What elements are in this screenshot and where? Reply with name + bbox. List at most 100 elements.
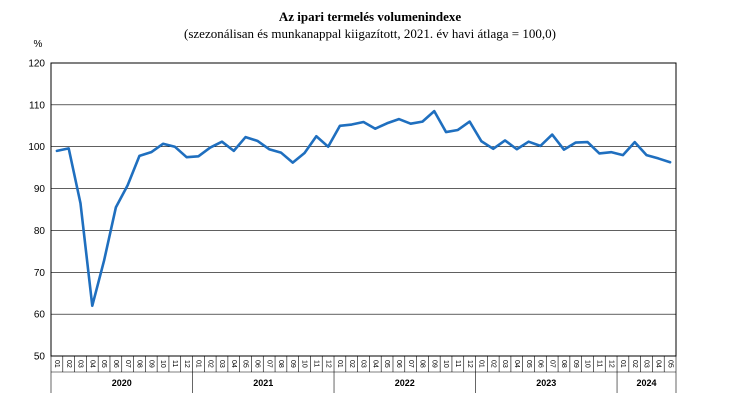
x-tick-label-month: 01 xyxy=(195,360,202,368)
plot-area-border xyxy=(50,62,677,357)
data-point xyxy=(409,122,411,124)
x-tick-label-month: 03 xyxy=(501,360,508,368)
y-tick-label-100: 100 xyxy=(28,142,45,153)
x-tick-label-month: 10 xyxy=(584,360,591,368)
x-year-label-2023: 2023 xyxy=(536,378,556,388)
data-point xyxy=(150,151,152,153)
x-tick-label-month: 11 xyxy=(596,360,603,367)
data-point xyxy=(468,120,470,122)
x-tick-label-month: 09 xyxy=(289,360,296,368)
x-tick-label-month: 10 xyxy=(442,360,449,368)
x-tick-label-month: 03 xyxy=(77,360,84,368)
series-line xyxy=(55,109,672,308)
x-tick-label-month: 01 xyxy=(53,360,60,368)
data-point xyxy=(645,154,647,156)
x-tick-label-month: 07 xyxy=(124,360,131,368)
data-point xyxy=(516,148,518,150)
x-tick-label-month: 08 xyxy=(277,360,284,368)
data-point xyxy=(185,156,187,158)
x-tick-label-month: 12 xyxy=(324,360,331,368)
data-point xyxy=(398,118,400,120)
x-tick-label-month: 09 xyxy=(430,360,437,368)
x-tick-label-month: 10 xyxy=(301,360,308,368)
data-point xyxy=(563,148,565,150)
chart-subtitle: (szezonálisan és munkanappal kiigazított… xyxy=(184,26,556,41)
x-tick-label-month: 03 xyxy=(360,360,367,368)
data-point xyxy=(280,151,282,153)
x-tick-label-month: 11 xyxy=(312,360,319,367)
x-tick-label-month: 07 xyxy=(265,360,272,368)
x-year-label-2022: 2022 xyxy=(395,378,415,388)
data-point xyxy=(362,121,364,123)
data-point xyxy=(256,140,258,142)
x-tick-label-month: 01 xyxy=(619,360,626,368)
x-tick-label-month: 07 xyxy=(548,360,555,368)
x-tick-label-month: 11 xyxy=(171,360,178,367)
data-point xyxy=(622,154,624,156)
x-tick-label-month: 03 xyxy=(218,360,225,368)
data-point xyxy=(551,133,553,135)
x-tick-label-month: 10 xyxy=(159,360,166,368)
x-tick-label-month: 01 xyxy=(478,360,485,368)
data-point xyxy=(67,147,69,149)
x-tick-label-month: 02 xyxy=(348,360,355,368)
x-tick-label-month: 06 xyxy=(254,360,261,368)
data-point xyxy=(162,143,164,145)
x-tick-label-month: 09 xyxy=(572,360,579,368)
y-tick-label-80: 80 xyxy=(34,226,46,237)
y-tick-label-110: 110 xyxy=(29,100,45,111)
x-tick-label-month: 04 xyxy=(88,360,95,368)
x-tick-label-month: 05 xyxy=(242,360,249,368)
data-point xyxy=(480,140,482,142)
x-tick-label-month: 06 xyxy=(112,360,119,368)
x-tick-label-month: 04 xyxy=(371,360,378,368)
data-point xyxy=(575,141,577,143)
x-year-label-2020: 2020 xyxy=(112,378,132,388)
x-tick-label-month: 02 xyxy=(631,360,638,368)
x-tick-label-month: 12 xyxy=(607,360,614,368)
x-tick-label-month: 02 xyxy=(65,360,72,368)
data-point xyxy=(327,146,329,148)
y-tick-label-50: 50 xyxy=(34,352,46,363)
data-point xyxy=(56,150,58,152)
data-point xyxy=(292,161,294,163)
x-tick-label-month: 05 xyxy=(383,360,390,368)
data-point xyxy=(634,141,636,143)
data-point xyxy=(657,157,659,159)
series-layer xyxy=(55,109,672,308)
y-tick-label-120: 120 xyxy=(28,59,45,70)
grid-lines xyxy=(51,104,676,315)
x-tick-label-month: 06 xyxy=(537,360,544,368)
x-tick-label-month: 08 xyxy=(419,360,426,368)
chart-title: Az ipari termelés volumenindexe xyxy=(279,9,462,24)
x-tick-label-month: 02 xyxy=(206,360,213,368)
data-point xyxy=(433,110,435,112)
data-point xyxy=(669,161,671,163)
data-point xyxy=(374,128,376,130)
y-tick-label-60: 60 xyxy=(34,310,46,321)
data-point xyxy=(457,129,459,131)
data-point xyxy=(445,131,447,133)
data-point xyxy=(115,206,117,208)
data-point xyxy=(598,152,600,154)
x-tick-label-month: 11 xyxy=(454,360,461,367)
x-tick-label-month: 08 xyxy=(560,360,567,368)
data-point xyxy=(221,140,223,142)
data-point xyxy=(233,150,235,152)
data-point xyxy=(421,120,423,122)
x-tick-label-month: 12 xyxy=(183,360,190,368)
data-point xyxy=(586,141,588,143)
x-tick-label-month: 06 xyxy=(395,360,402,368)
data-point xyxy=(174,146,176,148)
x-tick-label-month: 08 xyxy=(136,360,143,368)
data-point xyxy=(138,155,140,157)
y-axis-unit-label: % xyxy=(34,39,43,50)
data-point xyxy=(504,139,506,141)
data-point xyxy=(268,148,270,150)
data-point xyxy=(315,135,317,137)
x-tick-label-month: 12 xyxy=(466,360,473,368)
y-axis-ticks: 50 60 70 80 90 100 110 120 xyxy=(28,59,45,363)
data-point xyxy=(79,202,81,204)
x-tick-label-month: 05 xyxy=(525,360,532,368)
